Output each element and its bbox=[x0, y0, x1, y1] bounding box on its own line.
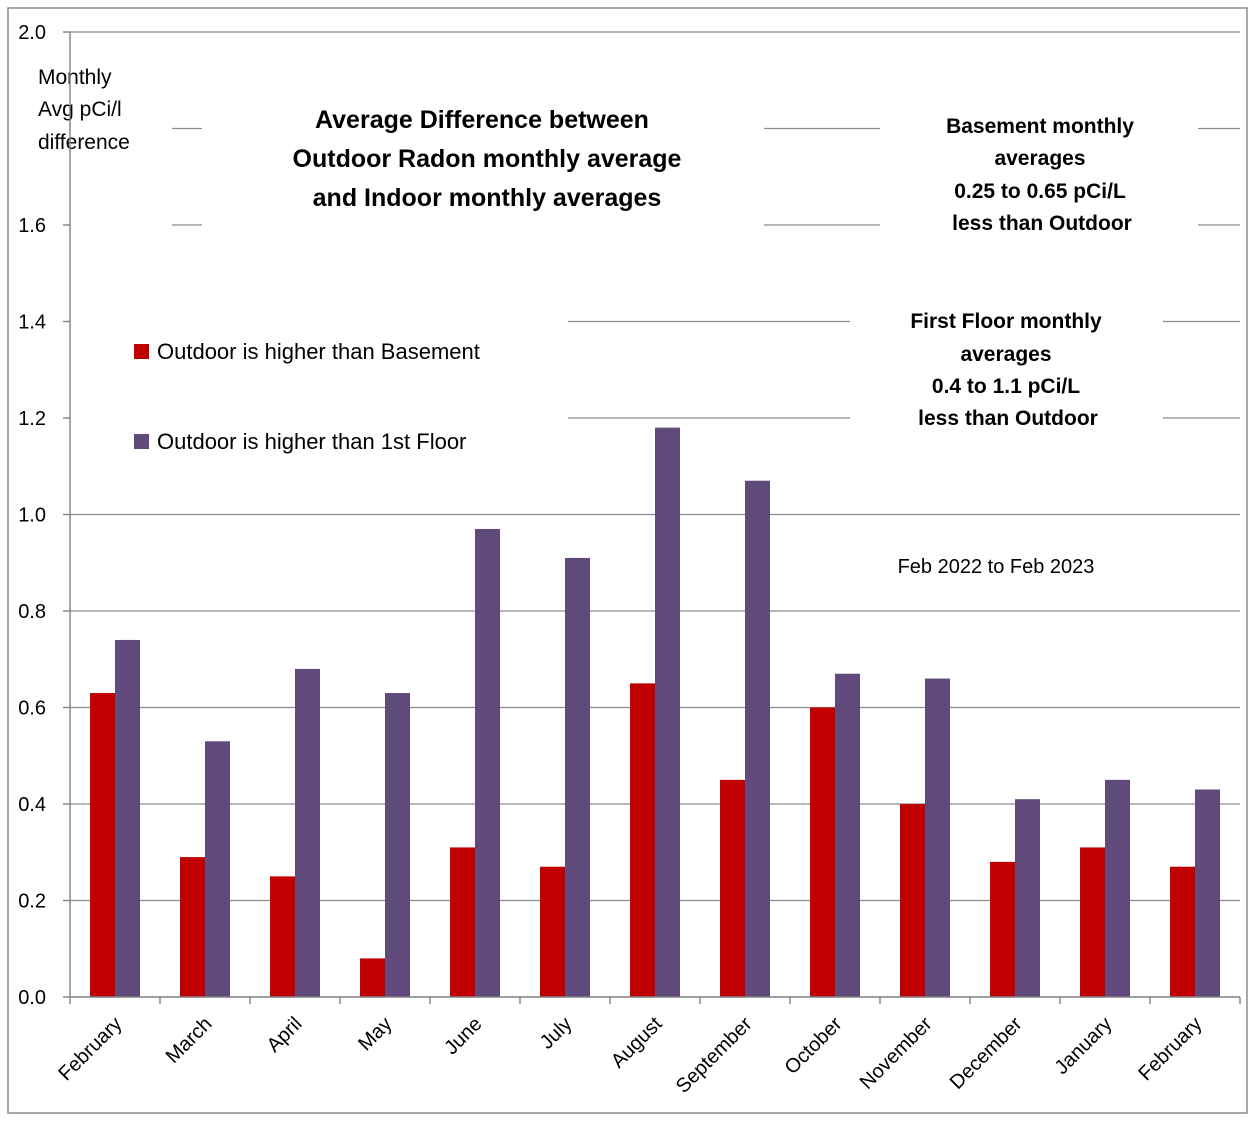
x-tick-label: June bbox=[440, 1013, 486, 1059]
chart-title-line-3: and Indoor monthly averages bbox=[313, 184, 662, 212]
first-floor-note-line-3: 0.4 to 1.1 pCi/L bbox=[932, 375, 1080, 398]
chart-title-line-1: Average Difference between bbox=[315, 106, 649, 134]
bar-first-floor bbox=[205, 741, 230, 997]
x-tick-label: October bbox=[781, 1013, 847, 1079]
x-tick-label: July bbox=[536, 1013, 577, 1054]
bar-basement bbox=[1080, 847, 1105, 997]
y-tick-label: 0.4 bbox=[18, 794, 46, 816]
x-tick-label: September bbox=[672, 1013, 757, 1098]
axes bbox=[63, 31, 1241, 1004]
y-tick-label: 1.2 bbox=[18, 408, 46, 430]
bar-first-floor bbox=[925, 678, 950, 997]
bar-first-floor bbox=[385, 693, 410, 997]
bar-first-floor bbox=[565, 557, 590, 997]
y-axis-label-line-1: Monthly bbox=[38, 66, 112, 89]
legend-label-first-floor: Outdoor is higher than 1st Floor bbox=[157, 429, 466, 454]
bar-first-floor bbox=[745, 480, 770, 998]
bar-first-floor bbox=[655, 427, 680, 997]
y-tick-label: 1.0 bbox=[18, 505, 46, 527]
y-tick-label: 0.2 bbox=[18, 891, 46, 913]
basement-note-line-3: 0.25 to 0.65 pCi/L bbox=[954, 180, 1126, 203]
x-tick-label: May bbox=[354, 1013, 396, 1055]
gridlines bbox=[70, 31, 1240, 902]
bar-first-floor bbox=[1015, 799, 1040, 997]
first-floor-note-line-1: First Floor monthly bbox=[910, 310, 1102, 333]
chart-title-line-2: Outdoor Radon monthly average bbox=[293, 145, 682, 173]
bar-first-floor bbox=[475, 528, 500, 997]
y-axis-label-line-2: Avg pCi/l bbox=[38, 98, 122, 121]
bar-basement bbox=[630, 683, 655, 997]
x-tick-labels: February March April May June July August Septe… bbox=[54, 1013, 1206, 1098]
bar-basement bbox=[540, 866, 565, 997]
chart-frame bbox=[7, 7, 1248, 1114]
y-axis-label-line-3: difference bbox=[38, 131, 130, 154]
x-tick-label: January bbox=[1051, 1013, 1117, 1079]
bar-basement bbox=[810, 707, 835, 997]
x-tick-label: March bbox=[162, 1013, 217, 1068]
bar-basement bbox=[990, 861, 1015, 997]
bar-basement bbox=[450, 847, 475, 997]
x-tick-label: February bbox=[1134, 1013, 1206, 1085]
y-tick-label: 1.6 bbox=[18, 215, 46, 237]
bar-first-floor bbox=[1195, 789, 1220, 997]
bar-first-floor bbox=[115, 639, 140, 997]
y-tick-label: 0.8 bbox=[18, 601, 46, 623]
x-tick-label: December bbox=[946, 1013, 1027, 1094]
x-tick-label: April bbox=[263, 1013, 307, 1057]
x-tick-label: November bbox=[856, 1013, 937, 1094]
legend-swatch-first-floor bbox=[134, 434, 149, 449]
first-floor-note-line-2: averages bbox=[960, 343, 1051, 366]
period-note: Feb 2022 to Feb 2023 bbox=[898, 556, 1095, 578]
bar-basement bbox=[90, 693, 115, 997]
basement-note-line-2: averages bbox=[994, 147, 1085, 170]
x-tick-label: February bbox=[54, 1013, 126, 1085]
bar-basement bbox=[720, 779, 745, 997]
bar-basement bbox=[900, 804, 925, 997]
legend-swatch-basement bbox=[134, 344, 149, 359]
x-tick-label: August bbox=[607, 1013, 667, 1073]
bar-basement bbox=[360, 958, 385, 997]
y-tick-label: 2.0 bbox=[18, 22, 46, 44]
basement-note-line-1: Basement monthly bbox=[946, 115, 1134, 138]
bar-basement bbox=[180, 857, 205, 997]
y-tick-label: 0.6 bbox=[18, 698, 46, 720]
y-tick-label: 1.4 bbox=[18, 312, 46, 334]
bar-first-floor bbox=[835, 673, 860, 997]
y-tick-label: 0.0 bbox=[18, 987, 46, 1009]
first-floor-note-line-4: less than Outdoor bbox=[918, 407, 1098, 430]
bar-basement bbox=[270, 876, 295, 997]
y-tick-labels: 0.0 0.2 0.4 0.6 0.8 1.0 1.2 1.4 1.6 2.0 bbox=[18, 22, 46, 1009]
legend-label-basement: Outdoor is higher than Basement bbox=[157, 339, 480, 364]
bar-basement bbox=[1170, 866, 1195, 997]
bars bbox=[90, 427, 1220, 998]
basement-note-line-4: less than Outdoor bbox=[952, 212, 1132, 235]
bar-first-floor bbox=[1105, 779, 1130, 997]
bar-first-floor bbox=[295, 668, 320, 997]
